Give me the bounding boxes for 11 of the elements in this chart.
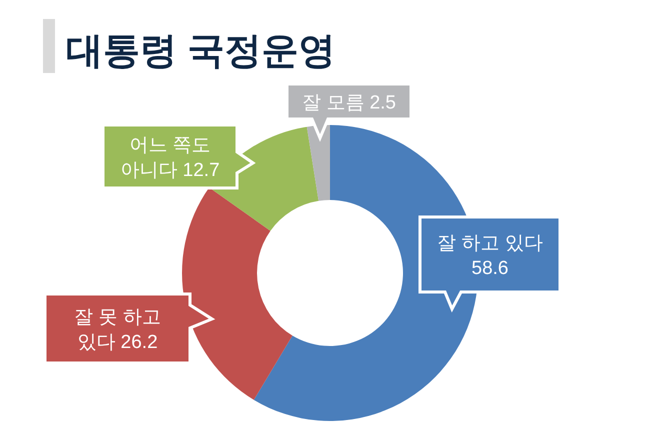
chart-title: 대통령 국정운영 (66, 30, 336, 71)
slice-label: 어느 쪽도 (129, 134, 211, 156)
slice-label: 잘 못 하고 (74, 306, 161, 328)
data-label: 58.6 (472, 258, 508, 279)
slice-label: 아니다 (120, 160, 178, 181)
data-label: 2.5 (370, 92, 396, 114)
slice-label: 있다 (77, 332, 116, 353)
data-label: 26.2 (120, 332, 158, 353)
data-label: 12.7 (182, 160, 220, 181)
slice-label: 잘 하고 있다 (437, 232, 543, 254)
slice-label: 잘 모름 (302, 92, 364, 114)
